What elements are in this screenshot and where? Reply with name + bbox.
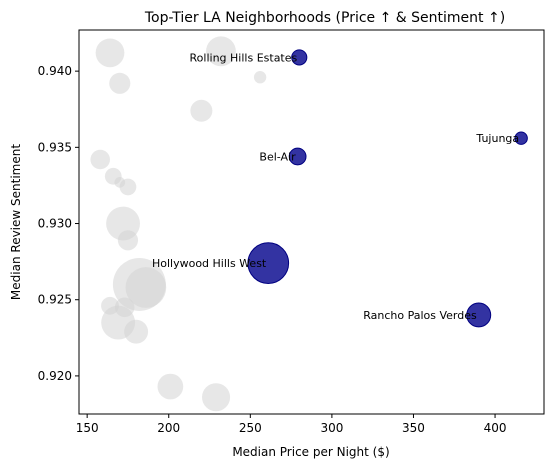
background-point bbox=[253, 71, 267, 84]
point-label: Bel-Air bbox=[259, 150, 296, 163]
highlight-point bbox=[247, 242, 290, 284]
x-tick-label: 400 bbox=[484, 421, 507, 435]
background-point bbox=[125, 267, 167, 308]
background-point bbox=[124, 319, 149, 344]
background-point bbox=[206, 36, 236, 67]
plot-frame bbox=[78, 29, 545, 415]
highlight-point bbox=[291, 49, 308, 66]
x-tick-label: 300 bbox=[320, 421, 343, 435]
highlight-point bbox=[288, 147, 307, 166]
background-point bbox=[90, 149, 110, 170]
y-tick-label: 0.935 bbox=[38, 140, 72, 154]
point-label: Rancho Palos Verdes bbox=[363, 309, 477, 322]
highlight-point bbox=[466, 302, 492, 328]
background-points bbox=[90, 36, 267, 412]
y-axis-ticks: 0.920 0.925 0.930 0.935 0.940 bbox=[38, 64, 79, 383]
highlight-points bbox=[247, 49, 528, 328]
y-axis-label: Median Review Sentiment bbox=[9, 144, 23, 300]
point-label: Tujunga bbox=[475, 132, 519, 145]
x-tick-label: 250 bbox=[239, 421, 262, 435]
background-point bbox=[119, 178, 137, 196]
x-tick-label: 200 bbox=[157, 421, 180, 435]
background-point bbox=[95, 38, 125, 68]
background-point bbox=[117, 230, 139, 251]
y-tick-label: 0.925 bbox=[38, 293, 72, 307]
background-point bbox=[202, 383, 231, 412]
x-axis-ticks: 150 200 250 300 350 400 bbox=[76, 414, 507, 435]
point-annotations: Rolling Hills Estates Tujunga Bel-Air Holly… bbox=[152, 51, 519, 322]
y-tick-label: 0.920 bbox=[38, 369, 72, 383]
point-label: Hollywood Hills West bbox=[152, 257, 267, 270]
background-point bbox=[190, 99, 213, 122]
y-tick-label: 0.930 bbox=[38, 217, 72, 231]
background-point bbox=[109, 72, 131, 94]
background-point bbox=[157, 373, 184, 400]
chart-title: Top-Tier LA Neighborhoods (Price ↑ & Sen… bbox=[144, 10, 505, 26]
y-tick-label: 0.940 bbox=[38, 64, 72, 78]
highlight-point bbox=[514, 131, 528, 145]
point-label: Rolling Hills Estates bbox=[190, 51, 298, 64]
x-tick-label: 350 bbox=[402, 421, 425, 435]
x-axis-label: Median Price per Night ($) bbox=[232, 445, 389, 459]
x-tick-label: 150 bbox=[76, 421, 99, 435]
